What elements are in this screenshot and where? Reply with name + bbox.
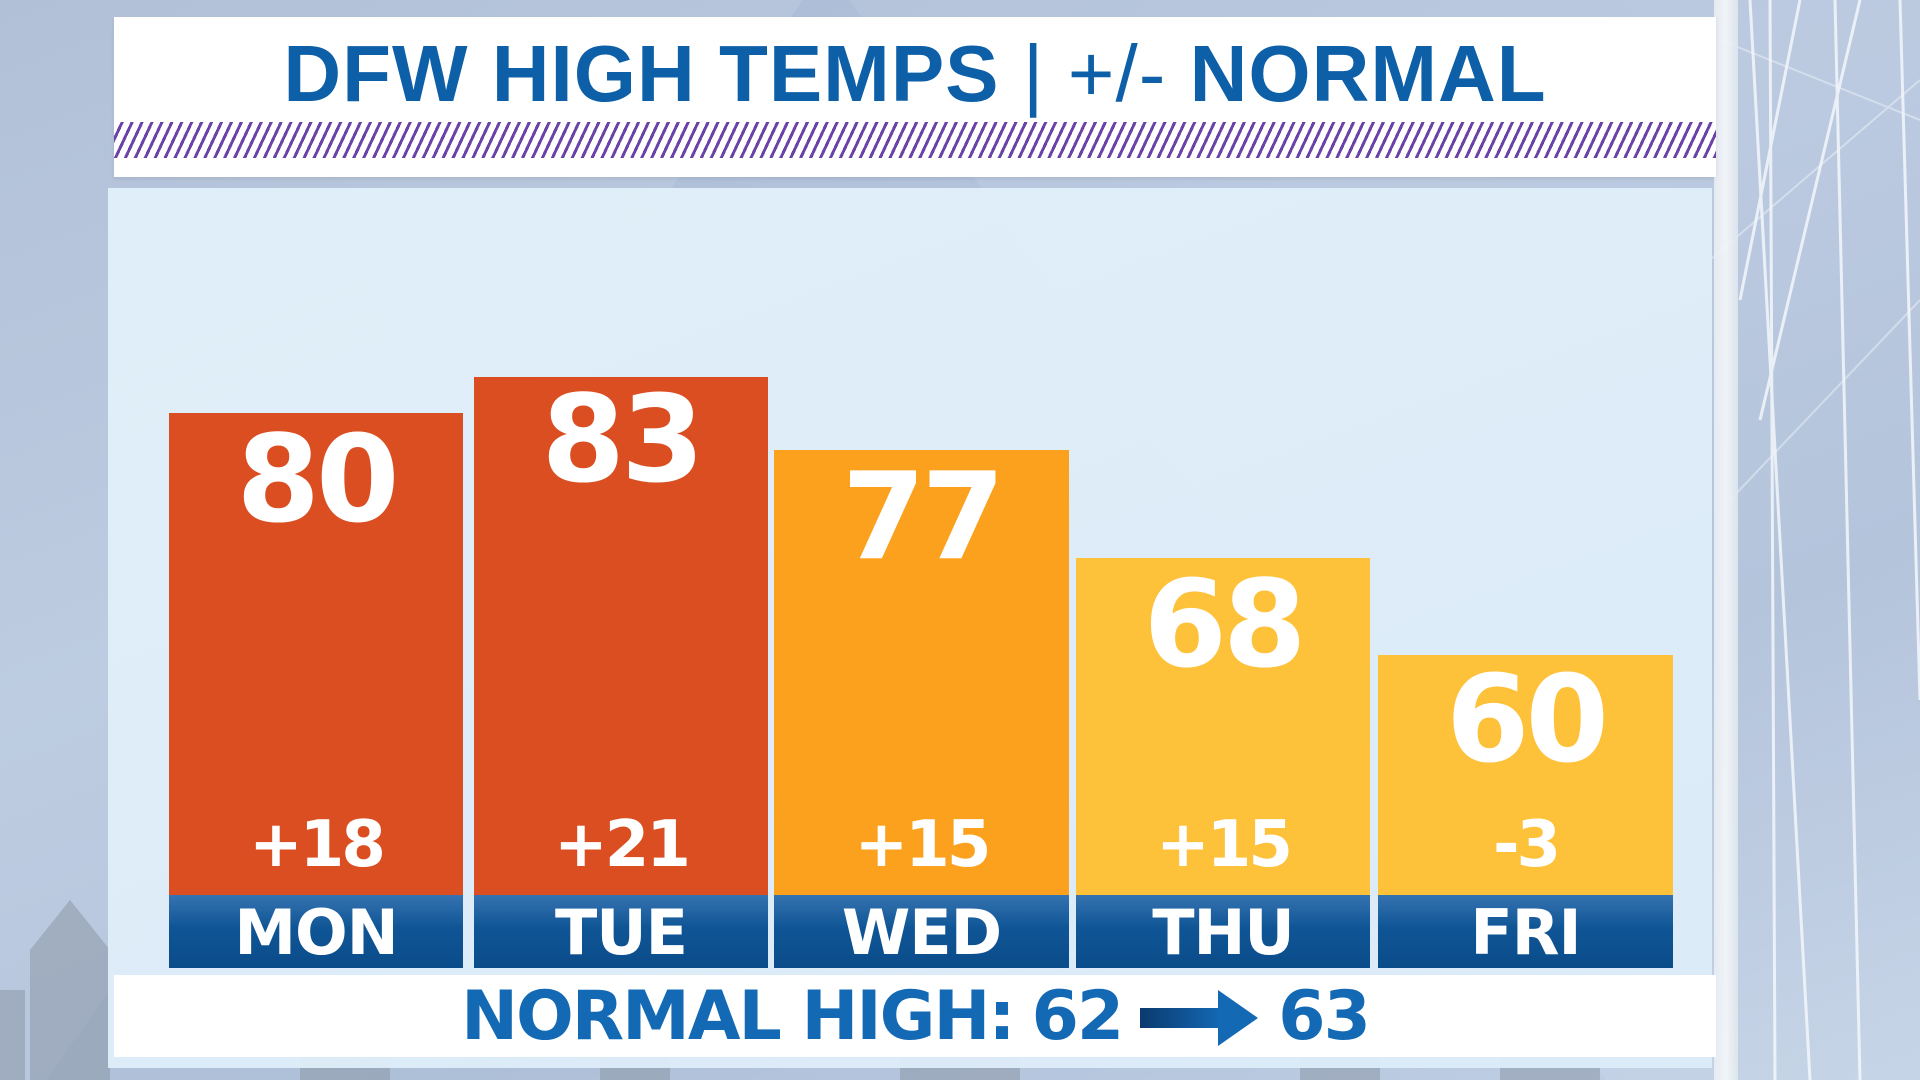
bar-wed: 77 +15 xyxy=(774,450,1069,895)
normal-high-banner: NORMAL HIGH: 62 63 xyxy=(114,975,1716,1057)
title-main: DFW HIGH TEMPS xyxy=(283,29,1000,118)
day-label-mon: MON xyxy=(169,895,463,969)
temp-value: 68 xyxy=(1143,556,1307,695)
temp-value: 60 xyxy=(1446,651,1609,790)
departure-value: +18 xyxy=(249,808,386,882)
day-label-fri: FRI xyxy=(1378,895,1673,969)
bridge-cables-background xyxy=(1709,0,1920,1080)
title-normal: NORMAL xyxy=(1189,29,1547,118)
departure-value: +21 xyxy=(554,808,691,882)
day-label-thu: THU xyxy=(1076,895,1370,969)
bar-tue: 83 +21 xyxy=(474,377,768,895)
temp-value: 77 xyxy=(842,448,1005,587)
departure-value: +15 xyxy=(854,808,992,882)
right-arrow-icon xyxy=(1140,986,1260,1046)
chart-title: DFW HIGH TEMPS | +/- NORMAL xyxy=(114,29,1716,119)
day-label-wed: WED xyxy=(774,895,1069,969)
normal-high-to: 63 xyxy=(1278,976,1371,1056)
normal-high-label: NORMAL HIGH: xyxy=(461,976,1016,1056)
bar-mon: 80 +18 xyxy=(169,413,463,895)
bar-thu: 68 +15 xyxy=(1076,558,1370,895)
day-label-tue: TUE xyxy=(474,895,768,969)
bridge-pylon xyxy=(1714,0,1738,1080)
bar-fri: 60 -3 xyxy=(1378,655,1673,895)
title-separator: | +/- xyxy=(999,29,1190,118)
temp-value: 83 xyxy=(541,371,705,510)
normal-high-from: 62 xyxy=(1031,976,1125,1056)
departure-value: +15 xyxy=(1156,808,1293,882)
hatch-stripe-decoration xyxy=(114,122,1716,158)
departure-value: -3 xyxy=(1492,808,1561,882)
title-banner: DFW HIGH TEMPS | +/- NORMAL xyxy=(114,17,1716,177)
temp-value: 80 xyxy=(236,411,400,550)
